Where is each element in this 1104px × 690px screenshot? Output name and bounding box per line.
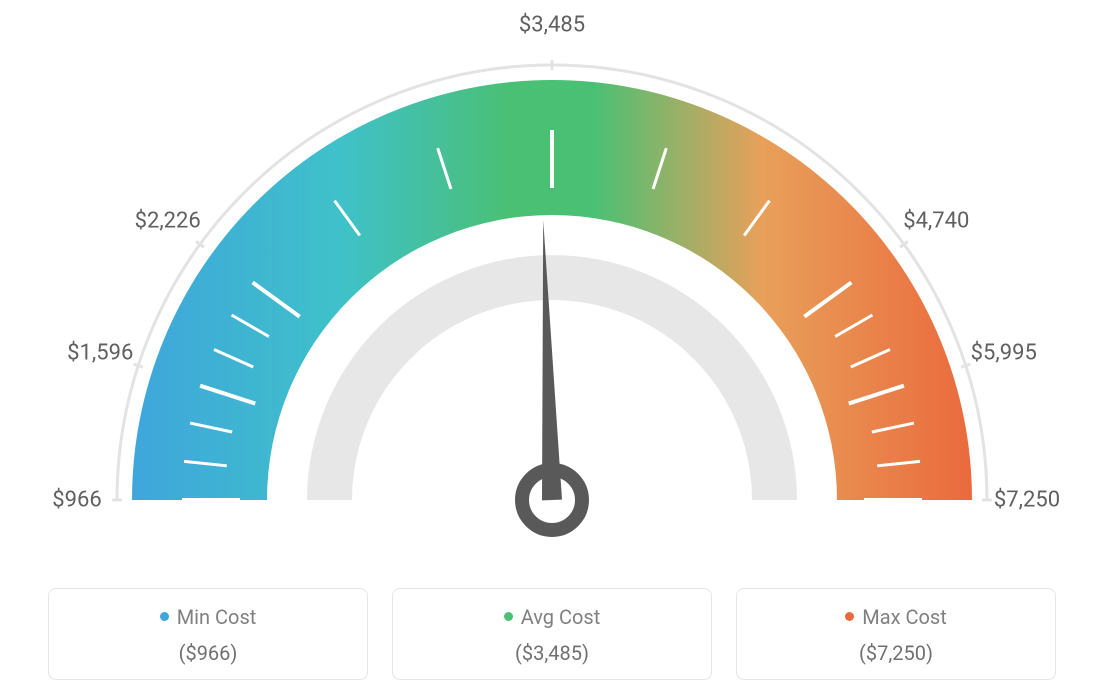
gauge-tick-label: $1,596 <box>67 341 133 366</box>
gauge-outer-tick <box>961 364 971 367</box>
gauge-tick-label: $2,226 <box>135 208 201 233</box>
legend-dot-max <box>845 612 854 621</box>
legend-box-avg: Avg Cost ($3,485) <box>392 588 712 680</box>
legend-dot-avg <box>504 612 513 621</box>
gauge-tick-label: $7,250 <box>994 488 1060 513</box>
gauge-tick-label: $966 <box>52 488 101 513</box>
gauge-tick-label: $5,995 <box>971 341 1037 366</box>
legend-title-max: Max Cost <box>737 605 1055 629</box>
legend-title-text-avg: Avg Cost <box>521 605 601 629</box>
legend-title-avg: Avg Cost <box>393 605 711 629</box>
legend-value-avg: ($3,485) <box>393 641 711 665</box>
legend-title-text-max: Max Cost <box>862 605 947 629</box>
gauge-tick-label: $4,740 <box>903 208 969 233</box>
legend-value-min: ($966) <box>49 641 367 665</box>
legend-dot-min <box>160 612 169 621</box>
legend-box-max: Max Cost ($7,250) <box>736 588 1056 680</box>
gauge-svg <box>0 0 1104 560</box>
legend-value-max: ($7,250) <box>737 641 1055 665</box>
gauge-chart: $966 $1,596 $2,226 $3,485 $4,740 $5,995 $7,250 <box>0 0 1104 560</box>
legend-box-min: Min Cost ($966) <box>48 588 368 680</box>
gauge-outer-tick <box>134 364 144 367</box>
legend-title-text-min: Min Cost <box>177 605 257 629</box>
legend-title-min: Min Cost <box>49 605 367 629</box>
legend-row: Min Cost ($966) Avg Cost ($3,485) Max Co… <box>0 588 1104 680</box>
gauge-tick-label: $3,485 <box>519 13 585 38</box>
